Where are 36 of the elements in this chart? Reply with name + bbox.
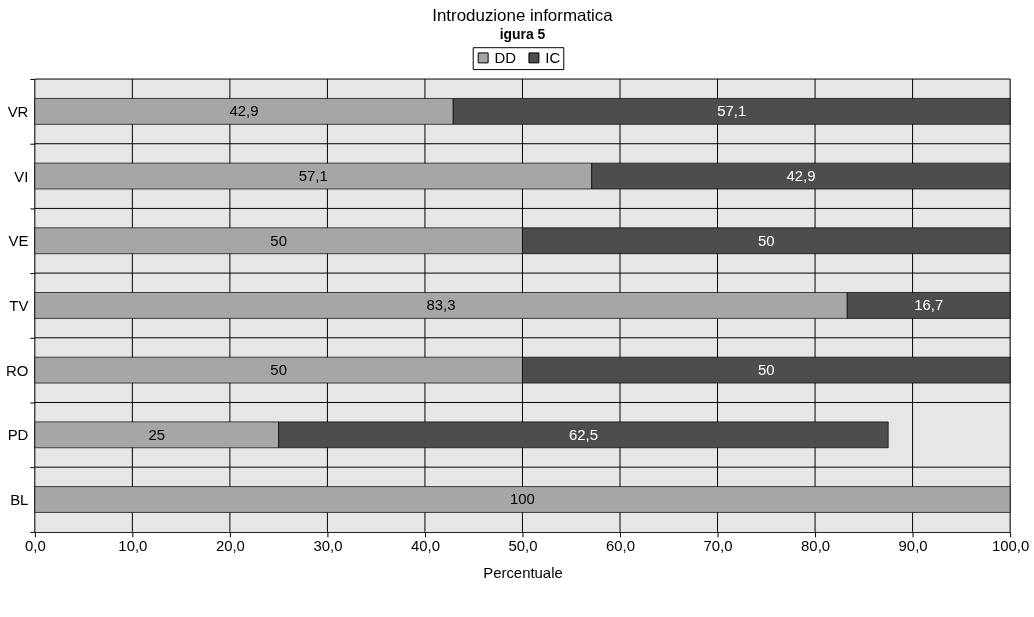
x-tick-label: 20,0 — [215, 537, 245, 555]
x-tick-label: 70,0 — [703, 537, 733, 555]
legend-label: DD — [494, 48, 517, 66]
chart-title: Introduzione informatica — [432, 5, 614, 25]
y-tick-label: VR — [7, 102, 29, 120]
y-tick-label: TV — [9, 296, 29, 314]
data-label: 25 — [148, 425, 166, 443]
x-tick-label: 90,0 — [898, 537, 928, 555]
y-tick-label: VE — [8, 232, 29, 250]
data-label: 57,1 — [717, 102, 747, 120]
data-label: 100 — [510, 490, 535, 508]
x-tick-label: 80,0 — [801, 537, 831, 555]
data-label: 50 — [270, 231, 287, 249]
x-axis-title: Percentuale — [483, 564, 563, 582]
data-label: 42,9 — [786, 167, 816, 185]
x-tick-label: 30,0 — [313, 537, 343, 555]
x-tick-label: 10,0 — [118, 537, 148, 555]
data-label: 83,3 — [426, 296, 456, 314]
data-label: 62,5 — [568, 425, 598, 443]
data-label: 57,1 — [298, 167, 328, 185]
x-tick-label: 100,0 — [991, 537, 1030, 555]
data-label: 50 — [270, 361, 287, 379]
y-tick-label: BL — [10, 490, 29, 508]
data-label: 16,7 — [914, 296, 944, 314]
x-tick-label: 50,0 — [508, 537, 538, 555]
y-tick-label: VI — [14, 167, 29, 185]
data-label: 50 — [758, 361, 775, 379]
x-tick-label: 40,0 — [410, 537, 440, 555]
text: igura 5 — [499, 25, 546, 42]
data-label: 42,9 — [229, 102, 259, 120]
x-tick-label: 60,0 — [605, 537, 636, 555]
y-tick-label: RO — [6, 361, 29, 379]
legend-label: IC — [545, 48, 561, 66]
x-tick-label: 0,0 — [24, 537, 46, 555]
y-tick-label: PD — [7, 426, 29, 444]
data-label: 50 — [758, 231, 775, 249]
